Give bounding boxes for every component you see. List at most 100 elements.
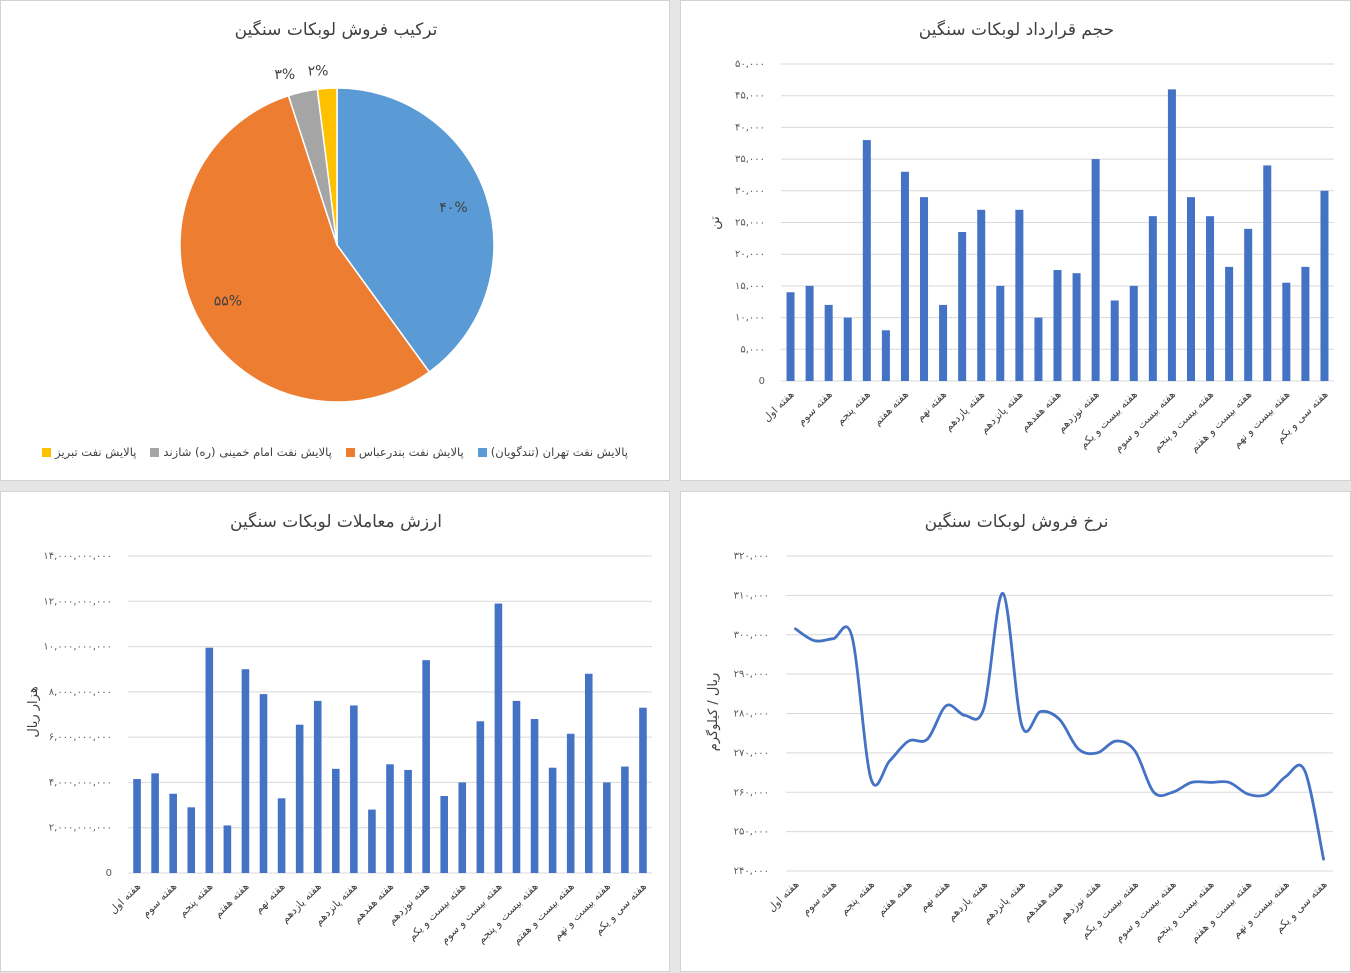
y-tick-label: ۵,۰۰۰ bbox=[740, 344, 765, 355]
bar bbox=[278, 798, 286, 873]
y-tick-label: ۴,۰۰۰,۰۰۰,۰۰۰ bbox=[49, 777, 112, 788]
x-tick-label: هفته اول bbox=[761, 389, 797, 425]
y-tick-label: ۴۰,۰۰۰ bbox=[735, 122, 765, 133]
bar bbox=[1187, 197, 1195, 381]
pie-legend: پالایش نفت تهران (تندگویان) پالایش نفت بن… bbox=[1, 445, 669, 459]
y-tick-label: ۲۷۰,۰۰۰ bbox=[734, 748, 769, 759]
x-tick-label: هفته هفتم bbox=[875, 879, 915, 919]
bar bbox=[806, 286, 814, 381]
y-tick-label: ۲,۰۰۰,۰۰۰,۰۰۰ bbox=[49, 823, 112, 834]
y-tick-label: ۱۲,۰۰۰,۰۰۰,۰۰۰ bbox=[43, 596, 112, 607]
bar bbox=[386, 764, 394, 873]
bar bbox=[151, 773, 159, 873]
bar bbox=[1073, 273, 1081, 381]
legend-label: پالایش نفت تبریز bbox=[55, 445, 136, 459]
legend-swatch bbox=[42, 448, 51, 457]
bar bbox=[1111, 300, 1119, 381]
bar bbox=[224, 825, 232, 873]
x-tick-label: هفته سوم bbox=[795, 389, 834, 428]
legend-label: پالایش نفت امام خمینی (ره) شازند bbox=[163, 445, 331, 459]
bar bbox=[531, 719, 539, 873]
legend-swatch bbox=[478, 448, 487, 457]
bar bbox=[1034, 318, 1042, 381]
bar bbox=[1320, 191, 1328, 381]
volume-bar-chart: حجم قرارداد لوبکات سنگین 0 ۵,۰۰۰ ۱۰,۰۰۰ ۱۵,۰… bbox=[681, 1, 1351, 482]
bar bbox=[404, 770, 412, 873]
pie-data-label: ۵۵% bbox=[214, 294, 242, 310]
legend-item: پالایش نفت بندرعباس bbox=[346, 445, 464, 459]
y-tick-label: 0 bbox=[106, 868, 112, 879]
legend-item: پالایش نفت تبریز bbox=[42, 445, 136, 459]
bar bbox=[1149, 216, 1157, 381]
pie-title: ترکیب فروش لوبکات سنگین bbox=[235, 19, 438, 40]
y-tick-label: ۱۰,۰۰۰ bbox=[735, 313, 765, 324]
bar bbox=[422, 660, 430, 873]
y-tick-label: ۱۵,۰۰۰ bbox=[735, 281, 765, 292]
y-tick-label: ۱۴,۰۰۰,۰۰۰,۰۰۰ bbox=[43, 551, 112, 562]
x-tick-label: هفته پنجم bbox=[834, 389, 873, 428]
x-tick-label: هفته پنجم bbox=[838, 879, 877, 918]
bar bbox=[958, 232, 966, 381]
x-tick-label: هفته پنجم bbox=[177, 881, 216, 920]
x-tick-label: هفته بیست و هفتم bbox=[511, 881, 577, 947]
bar bbox=[1282, 283, 1290, 381]
bar bbox=[549, 768, 557, 873]
legend-swatch bbox=[346, 448, 355, 457]
bar bbox=[567, 734, 575, 873]
x-tick-label: هفته اول bbox=[766, 879, 802, 915]
y-axis-label: ریال / کیلوگرم bbox=[705, 673, 721, 752]
value-bar-chart: ارزش معاملات لوبکات سنگین0۲,۰۰۰,۰۰۰,۰۰۰۴… bbox=[1, 492, 671, 973]
legend-label: پالایش نفت تهران (تندگویان) bbox=[491, 445, 628, 459]
y-tick-label: ۲۸۰,۰۰۰ bbox=[734, 709, 769, 720]
y-axis-label: تن bbox=[708, 216, 723, 230]
bar bbox=[495, 604, 503, 873]
bar bbox=[296, 725, 304, 873]
series-line bbox=[795, 593, 1323, 859]
y-tick-label: ۳۰,۰۰۰ bbox=[735, 186, 765, 197]
x-tick-label: هفته بیست و سوم bbox=[439, 881, 505, 947]
bar bbox=[1168, 89, 1176, 381]
y-tick-label: ۳۵,۰۰۰ bbox=[735, 154, 765, 165]
bar bbox=[368, 810, 376, 873]
rate-line-chart: نرخ فروش لوبکات سنگین۲۴۰,۰۰۰۲۵۰,۰۰۰۲۶۰,۰… bbox=[681, 492, 1351, 973]
bar bbox=[863, 140, 871, 381]
bar bbox=[1244, 229, 1252, 381]
bar bbox=[1015, 210, 1023, 381]
y-tick-label: ۴۵,۰۰۰ bbox=[735, 91, 765, 102]
y-tick-label: ۲۰,۰۰۰ bbox=[735, 249, 765, 260]
pie-data-label: ۲% bbox=[308, 63, 329, 79]
volume-chart-panel: حجم قرارداد لوبکات سنگین 0 ۵,۰۰۰ ۱۰,۰۰۰ ۱۵,۰… bbox=[680, 0, 1351, 481]
bar bbox=[169, 794, 177, 873]
y-tick-label: ۳۰۰,۰۰۰ bbox=[734, 630, 769, 641]
bar bbox=[1130, 286, 1138, 381]
x-tick-label: هفته هفتم bbox=[212, 881, 252, 921]
y-tick-label: 0 bbox=[759, 376, 765, 387]
legend-item: پالایش نفت امام خمینی (ره) شازند bbox=[150, 445, 331, 459]
bar bbox=[939, 305, 947, 381]
y-tick-label: ۳۲۰,۰۰۰ bbox=[734, 551, 769, 562]
x-tick-label: هفته نهم bbox=[914, 389, 949, 424]
bar bbox=[206, 648, 214, 873]
bar bbox=[977, 210, 985, 381]
y-tick-label: ۸,۰۰۰,۰۰۰,۰۰۰ bbox=[49, 687, 112, 698]
bar bbox=[825, 305, 833, 381]
bar bbox=[920, 197, 928, 381]
bar bbox=[603, 782, 611, 873]
bar bbox=[513, 701, 521, 873]
x-tick-label: هفته سوم bbox=[800, 879, 839, 918]
chart-title: حجم قرارداد لوبکات سنگین bbox=[919, 19, 1114, 40]
bar bbox=[1206, 216, 1214, 381]
y-tick-label: ۲۶۰,۰۰۰ bbox=[734, 787, 769, 798]
bar bbox=[187, 807, 195, 873]
y-tick-label: ۲۵,۰۰۰ bbox=[735, 218, 765, 229]
bar bbox=[996, 286, 1004, 381]
bar bbox=[787, 292, 795, 381]
y-tick-label: ۶,۰۰۰,۰۰۰,۰۰۰ bbox=[49, 732, 112, 743]
chart-title: نرخ فروش لوبکات سنگین bbox=[925, 511, 1109, 532]
x-tick-label: هفته سوم bbox=[140, 881, 179, 920]
legend-label: پالایش نفت بندرعباس bbox=[359, 445, 464, 459]
pie-data-label: ۳% bbox=[274, 67, 295, 83]
bar bbox=[314, 701, 322, 873]
